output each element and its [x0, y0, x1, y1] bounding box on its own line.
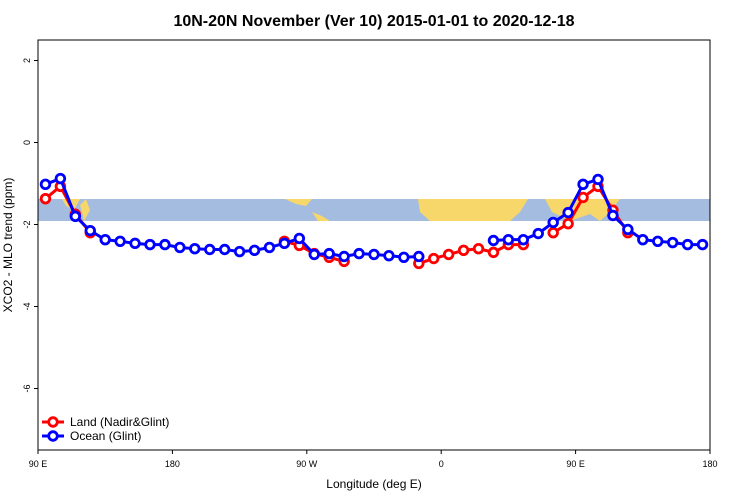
point — [144, 238, 156, 251]
point — [383, 249, 395, 262]
point — [413, 250, 425, 263]
point — [54, 172, 67, 185]
point — [457, 244, 470, 257]
point — [487, 246, 500, 259]
point — [577, 191, 589, 204]
point — [696, 238, 709, 251]
point — [338, 250, 350, 263]
point — [69, 210, 82, 223]
x-tick-label: 0 — [439, 459, 444, 469]
point — [562, 206, 574, 219]
y-axis-label: XCO2 - MLO trend (ppm) — [1, 178, 15, 313]
y-tick-label: 2 — [22, 58, 32, 63]
point — [233, 245, 246, 258]
point — [622, 223, 634, 236]
x-tick-label: 90 E — [29, 459, 48, 469]
point — [248, 244, 261, 257]
x-axis-label: Longitude (deg E) — [326, 477, 421, 491]
point — [293, 232, 306, 245]
point — [99, 233, 111, 246]
point — [666, 236, 679, 249]
point — [487, 234, 500, 247]
point — [174, 241, 186, 254]
point — [562, 217, 574, 230]
y-tick-label: -4 — [22, 302, 32, 310]
point — [398, 251, 410, 263]
legend-label: Land (Nadir&Glint) — [70, 415, 169, 429]
point — [39, 178, 52, 191]
point — [442, 248, 455, 261]
point — [547, 226, 559, 239]
chart-title: 10N-20N November (Ver 10) 2015-01-01 to … — [173, 13, 574, 30]
plot-frame — [37, 39, 711, 451]
x-tick-label: 180 — [165, 459, 180, 469]
x-tick-label: 180 — [702, 459, 717, 469]
point — [129, 237, 141, 250]
x-tick-label: 90 W — [296, 459, 318, 469]
x-tick-label: 90 E — [566, 459, 585, 469]
point — [637, 233, 649, 246]
point — [577, 178, 589, 191]
point — [263, 241, 276, 254]
point — [368, 248, 380, 261]
point — [607, 209, 619, 222]
y-tick-label: -2 — [22, 220, 32, 228]
y-tick-label: 0 — [22, 140, 32, 145]
point — [472, 242, 485, 255]
point — [592, 173, 604, 186]
legend-label: Ocean (Glint) — [70, 429, 141, 443]
point — [547, 216, 559, 229]
point — [532, 227, 544, 240]
legend-marker — [47, 416, 59, 428]
map-strip — [38, 199, 710, 221]
point — [218, 243, 231, 256]
point — [159, 238, 171, 251]
point — [39, 192, 52, 205]
point — [84, 224, 96, 237]
point — [353, 247, 365, 260]
point — [204, 243, 216, 256]
point — [308, 248, 320, 261]
point — [189, 242, 201, 255]
point — [681, 238, 694, 251]
legend-marker — [47, 430, 59, 442]
point — [652, 235, 664, 248]
point — [278, 237, 291, 250]
point — [517, 233, 530, 246]
point — [323, 247, 335, 260]
point — [502, 233, 515, 246]
y-tick-label: -6 — [22, 384, 32, 392]
point — [114, 235, 126, 248]
point — [428, 252, 440, 265]
